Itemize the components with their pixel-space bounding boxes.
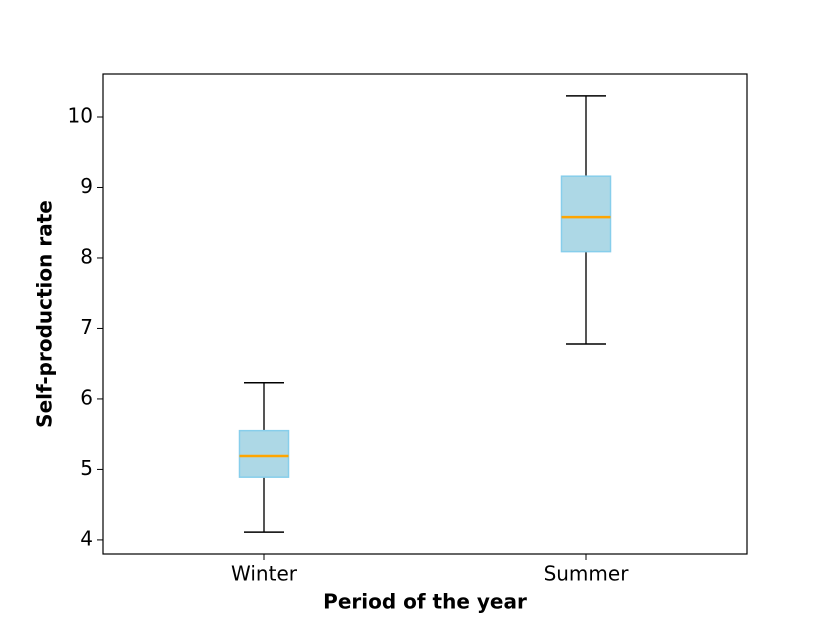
x-tick-label: Summer	[544, 562, 630, 586]
x-tick-label: Winter	[231, 562, 298, 586]
y-tick-label: 7	[80, 315, 93, 339]
x-axis-label: Period of the year	[323, 590, 527, 614]
y-axis-label: Self-production rate	[33, 200, 57, 428]
y-tick-label: 4	[80, 526, 93, 550]
y-tick-label: 5	[80, 456, 93, 480]
box	[238, 429, 290, 478]
y-tick-label: 8	[80, 244, 93, 268]
y-tick-label: 6	[80, 385, 93, 409]
y-tick-label: 10	[68, 103, 93, 127]
box	[560, 175, 612, 253]
plot-frame	[102, 73, 748, 555]
y-tick-label: 9	[80, 174, 93, 198]
